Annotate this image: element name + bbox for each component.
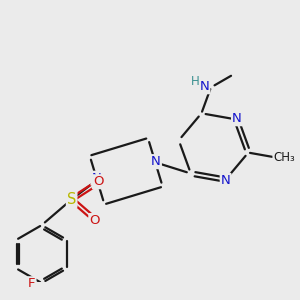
Text: N: N (221, 174, 230, 187)
Text: F: F (28, 277, 35, 290)
Text: CH₃: CH₃ (273, 151, 295, 164)
Text: O: O (93, 175, 104, 188)
Text: N: N (151, 155, 161, 168)
Text: O: O (89, 214, 100, 227)
Text: H: H (191, 75, 200, 88)
Text: N: N (200, 80, 209, 93)
Text: N: N (232, 112, 242, 125)
Text: S: S (67, 192, 76, 207)
Text: N: N (92, 172, 101, 185)
